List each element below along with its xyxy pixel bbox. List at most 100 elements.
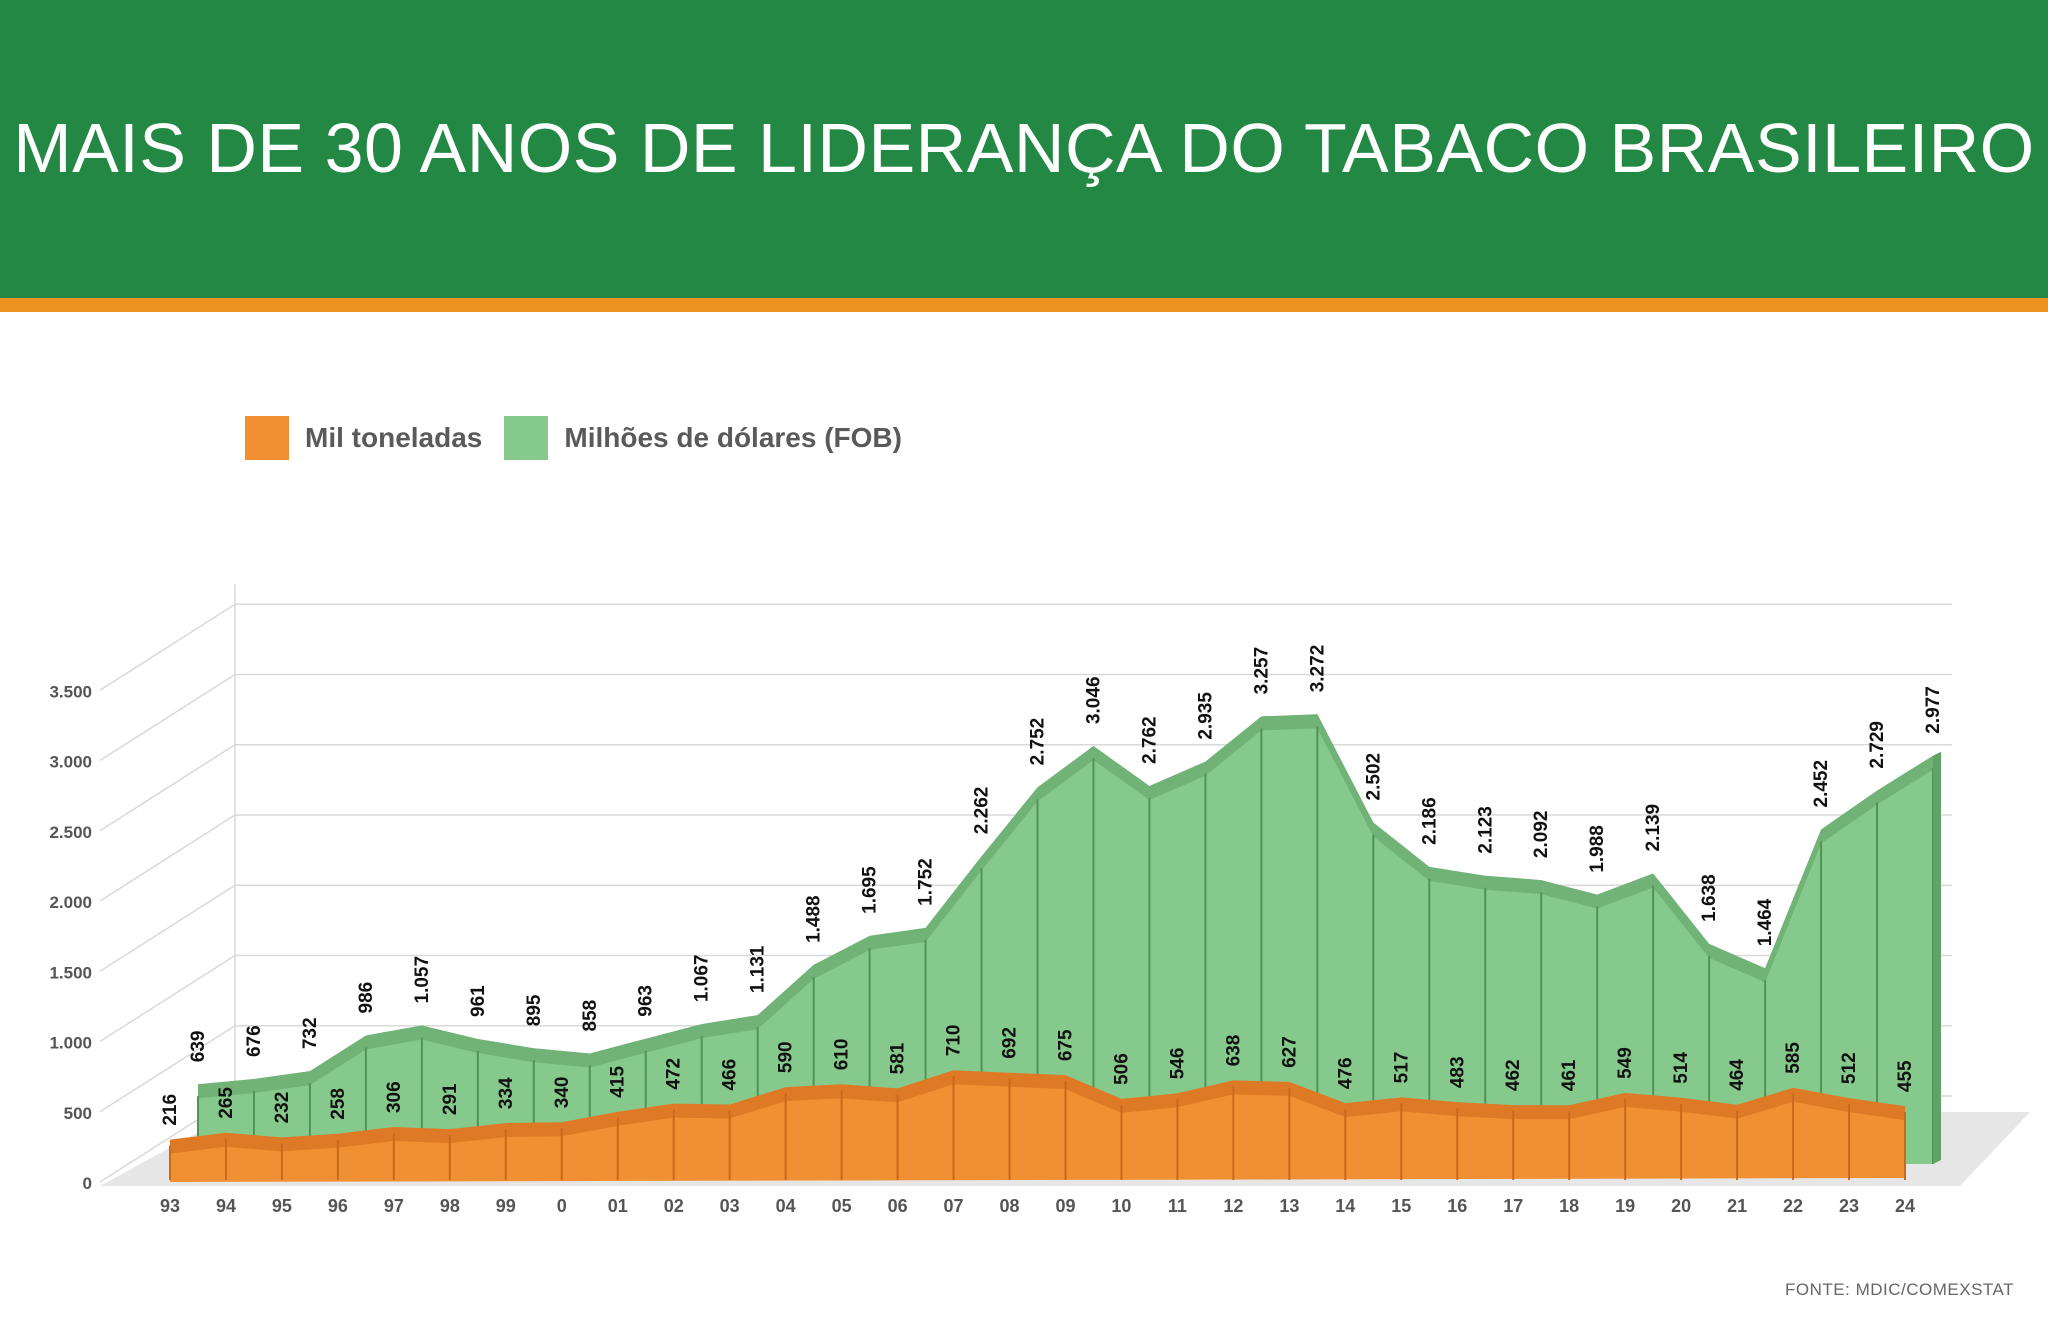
gridline-diagonal (99, 744, 236, 832)
tons-data-label: 483 (1447, 1056, 1468, 1088)
legend-item-usd: Milhões de dólares (FOB) (504, 416, 902, 460)
usd-data-label: 1.638 (1699, 874, 1720, 922)
tons-data-label: 472 (664, 1058, 685, 1090)
tons-data-label: 512 (1839, 1052, 1860, 1084)
x-tick-label: 0 (557, 1196, 567, 1216)
tons-data-label: 514 (1671, 1052, 1692, 1084)
x-tick-label: 22 (1783, 1196, 1803, 1216)
data-labels: 639 216 676 265 732 232 986 258 1.057 306 961 291 89… (160, 645, 1944, 1126)
x-tick-label: 12 (1223, 1196, 1243, 1216)
tons-series (169, 1070, 1906, 1182)
tons-data-label: 476 (1335, 1057, 1356, 1089)
legend-label-usd: Milhões de dólares (FOB) (564, 422, 902, 453)
y-tick-label: 1.500 (49, 963, 92, 982)
x-tick-label: 06 (888, 1196, 908, 1216)
x-tick-label: 93 (160, 1196, 180, 1216)
gridline-diagonal (99, 954, 236, 1043)
tons-data-label: 610 (832, 1039, 853, 1071)
tons-data-label: 462 (1503, 1059, 1524, 1091)
x-tick-label: 03 (720, 1196, 740, 1216)
y-tick-label: 2.000 (49, 893, 92, 912)
x-tick-label: 23 (1839, 1196, 1859, 1216)
header-accent-stripe (0, 298, 2048, 312)
header-banner (0, 0, 2048, 298)
gridline-diagonal (99, 1025, 236, 1113)
x-tick-label: 02 (664, 1196, 684, 1216)
usd-data-label: 2.186 (1419, 797, 1440, 845)
x-tick-label: 10 (1111, 1196, 1131, 1216)
x-tick-label: 97 (384, 1196, 404, 1216)
tons-data-label: 232 (272, 1092, 293, 1124)
y-axis-ticks: 0 500 1.000 1.500 2.000 2.500 3.000 3.500 (49, 682, 92, 1193)
gridline-diagonal (99, 673, 236, 762)
source-note: FONTE: MDIC/COMEXSTAT (1785, 1280, 2014, 1299)
usd-data-label: 1.057 (412, 956, 433, 1004)
x-tick-label: 01 (608, 1196, 628, 1216)
x-tick-label: 99 (496, 1196, 516, 1216)
usd-data-label: 2.262 (972, 787, 993, 835)
usd-data-label: 2.935 (1195, 692, 1216, 740)
tons-data-label: 638 (1223, 1035, 1244, 1067)
tons-data-label: 549 (1615, 1047, 1636, 1079)
x-tick-label: 14 (1335, 1196, 1355, 1216)
legend-swatch-tons (245, 416, 289, 460)
tons-data-label: 291 (440, 1083, 461, 1115)
usd-data-label: 2.502 (1363, 753, 1384, 801)
tons-top-edge (170, 1070, 1905, 1154)
y-tick-label: 3.500 (49, 682, 92, 701)
y-tick-label: 500 (64, 1104, 92, 1123)
usd-data-label: 1.988 (1587, 825, 1608, 873)
x-tick-label: 08 (1000, 1196, 1020, 1216)
x-tick-label: 21 (1727, 1196, 1747, 1216)
tons-data-label: 627 (1279, 1036, 1300, 1068)
x-tick-label: 96 (328, 1196, 348, 1216)
usd-data-label: 986 (356, 982, 377, 1014)
usd-data-label: 2.139 (1643, 804, 1664, 852)
gridline-diagonal (99, 884, 236, 972)
usd-data-label: 1.131 (748, 945, 769, 993)
tons-data-label: 334 (496, 1077, 517, 1109)
x-tick-label: 11 (1168, 1196, 1187, 1216)
usd-data-label: 963 (636, 985, 657, 1017)
tons-data-label: 415 (608, 1066, 629, 1098)
tons-data-label: 546 (1167, 1048, 1188, 1080)
usd-data-label: 3.257 (1251, 647, 1272, 695)
x-tick-label: 07 (944, 1196, 964, 1216)
usd-data-label: 2.123 (1475, 806, 1496, 854)
x-tick-label: 24 (1895, 1196, 1915, 1216)
usd-series (197, 714, 1941, 1164)
y-tick-label: 1.000 (49, 1034, 92, 1053)
tons-data-label: 581 (888, 1042, 909, 1074)
x-tick-label: 09 (1055, 1196, 1075, 1216)
x-tick-label: 18 (1559, 1196, 1579, 1216)
usd-data-label: 1.752 (916, 858, 937, 906)
usd-data-label: 2.977 (1923, 686, 1944, 734)
tons-data-label: 506 (1111, 1053, 1132, 1085)
x-tick-label: 04 (776, 1196, 796, 1216)
usd-data-label: 895 (524, 994, 545, 1026)
tons-data-label: 590 (776, 1041, 797, 1073)
tons-data-label: 306 (384, 1081, 405, 1113)
usd-data-label: 858 (580, 1000, 601, 1032)
usd-data-label: 2.092 (1531, 811, 1552, 859)
tons-data-label: 258 (328, 1088, 349, 1120)
tons-data-label: 675 (1055, 1029, 1076, 1061)
usd-data-label: 639 (188, 1031, 209, 1063)
usd-data-label: 961 (468, 985, 489, 1017)
x-tick-label: 05 (832, 1196, 852, 1216)
usd-data-label: 2.729 (1867, 721, 1888, 769)
y-tick-label: 3.000 (49, 753, 92, 772)
x-tick-label: 98 (440, 1196, 460, 1216)
x-tick-label: 17 (1503, 1196, 1523, 1216)
gridline-diagonal (99, 814, 236, 902)
tons-data-label: 466 (720, 1059, 741, 1091)
tons-data-label: 710 (944, 1025, 965, 1057)
x-tick-label: 13 (1279, 1196, 1299, 1216)
x-tick-label: 16 (1447, 1196, 1467, 1216)
tons-data-label: 455 (1895, 1060, 1916, 1092)
usd-data-label: 2.752 (1028, 718, 1049, 766)
usd-data-label: 732 (300, 1017, 321, 1049)
usd-data-label: 1.464 (1755, 898, 1776, 946)
y-tick-label: 0 (83, 1174, 92, 1193)
usd-data-label: 3.046 (1083, 676, 1104, 724)
